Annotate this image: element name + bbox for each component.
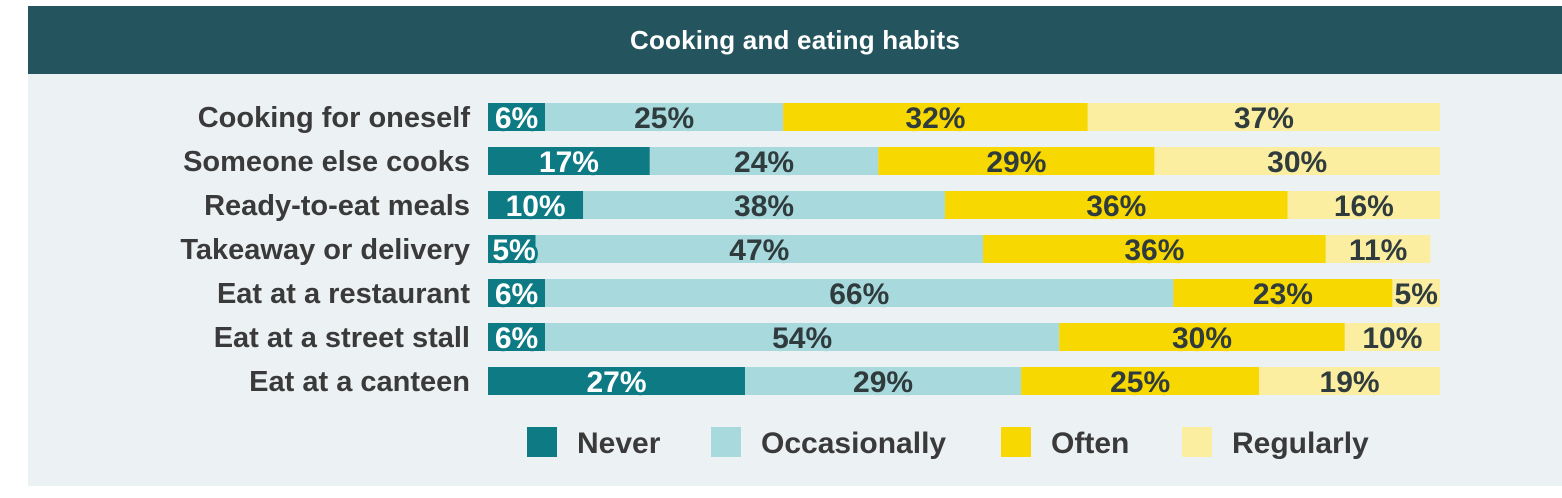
legend-swatch-regularly	[1182, 427, 1212, 457]
bar-ready-to-eat-meals-occasionally	[583, 191, 945, 219]
title-bar: Cooking and eating habits	[28, 6, 1562, 74]
legend-label-occasionally: Occasionally	[761, 427, 946, 460]
bar-cooking-for-oneself-regularly	[1087, 103, 1440, 131]
value-label-someone-else-cooks-regularly: 30%	[1267, 146, 1327, 179]
value-label-eat-at-a-restaurant-occasionally: 66%	[829, 278, 889, 311]
legend: Never Occasionally Often Regularly	[527, 427, 1369, 460]
value-label-eat-at-a-canteen-occasionally: 29%	[853, 366, 913, 399]
category-label-eat-at-a-restaurant: Eat at a restaurant	[217, 278, 470, 310]
bar-ready-to-eat-meals-never	[488, 191, 584, 219]
category-label-eat-at-a-street-stall: Eat at a street stall	[214, 322, 470, 354]
value-label-cooking-for-oneself-often: 32%	[905, 102, 965, 135]
bar-eat-at-a-canteen-never	[488, 367, 746, 395]
bar-ready-to-eat-meals-regularly	[1287, 191, 1440, 219]
bar-eat-at-a-restaurant-never	[488, 279, 546, 307]
value-label-someone-else-cooks-often: 29%	[986, 146, 1046, 179]
value-label-cooking-for-oneself-occasionally: 25%	[634, 102, 694, 135]
labels-layer: Cooking for oneself 6% 25% 32% 37% Someone el…	[180, 99, 1441, 402]
chart-title: Cooking and eating habits	[629, 24, 960, 55]
bar-eat-at-a-canteen-occasionally	[745, 367, 1022, 395]
bar-eat-at-a-canteen-regularly	[1259, 367, 1440, 395]
value-label-eat-at-a-street-stall-regularly: 10%	[1362, 322, 1422, 355]
category-label-eat-at-a-canteen: Eat at a canteen	[249, 366, 470, 398]
value-label-cooking-for-oneself-regularly: 37%	[1234, 102, 1294, 135]
bar-takeaway-or-delivery-regularly	[1325, 235, 1431, 263]
bar-takeaway-or-delivery-never	[488, 235, 536, 263]
value-label-cooking-for-oneself-never: 6%	[495, 102, 538, 135]
value-label-eat-at-a-street-stall-occasionally: 54%	[772, 322, 832, 355]
value-label-eat-at-a-canteen-never: 27%	[586, 366, 646, 399]
category-label-takeaway-or-delivery: Takeaway or delivery	[180, 234, 470, 266]
bar-eat-at-a-restaurant-occasionally	[545, 279, 1174, 307]
value-label-takeaway-or-delivery-never: 5%	[492, 234, 535, 267]
legend-label-regularly: Regularly	[1232, 427, 1369, 460]
value-label-ready-to-eat-meals-never: 10%	[506, 190, 566, 223]
value-label-eat-at-a-street-stall-never: 6%	[495, 322, 538, 355]
value-label-takeaway-or-delivery-regularly: 11%	[1349, 234, 1407, 267]
value-label-takeaway-or-delivery-occasionally: 47%	[729, 234, 789, 267]
category-label-ready-to-eat-meals: Ready-to-eat meals	[204, 190, 470, 222]
category-label-cooking-for-oneself: Cooking for oneself	[198, 102, 471, 134]
bar-eat-at-a-street-stall-often	[1059, 323, 1345, 351]
legend-swatch-never	[527, 427, 557, 457]
value-label-ready-to-eat-meals-occasionally: 38%	[734, 190, 794, 223]
value-label-eat-at-a-restaurant-regularly: 5%	[1395, 278, 1438, 311]
value-label-ready-to-eat-meals-often: 36%	[1086, 190, 1146, 223]
bar-eat-at-a-street-stall-regularly	[1344, 323, 1440, 351]
bar-takeaway-or-delivery-occasionally	[535, 235, 984, 263]
bar-takeaway-or-delivery-often	[983, 235, 1326, 263]
bar-someone-else-cooks-occasionally	[649, 147, 879, 175]
bar-eat-at-a-restaurant-regularly	[1392, 279, 1440, 307]
category-label-someone-else-cooks: Someone else cooks	[183, 146, 470, 178]
value-label-ready-to-eat-meals-regularly: 16%	[1334, 190, 1394, 223]
value-label-eat-at-a-canteen-regularly: 19%	[1320, 366, 1380, 399]
value-label-eat-at-a-street-stall-often: 30%	[1172, 322, 1232, 355]
bar-eat-at-a-street-stall-occasionally	[545, 323, 1060, 351]
value-label-someone-else-cooks-never: 17%	[539, 146, 599, 179]
value-label-someone-else-cooks-occasionally: 24%	[734, 146, 794, 179]
value-label-eat-at-a-restaurant-never: 6%	[495, 278, 538, 311]
value-label-eat-at-a-canteen-often: 25%	[1110, 366, 1170, 399]
value-label-takeaway-or-delivery-often: 36%	[1124, 234, 1184, 267]
bar-cooking-for-oneself-never	[488, 103, 546, 131]
bar-eat-at-a-street-stall-never	[488, 323, 546, 351]
bar-ready-to-eat-meals-often	[944, 191, 1288, 219]
legend-label-never: Never	[577, 427, 661, 460]
bars-layer	[488, 103, 1440, 395]
legend-swatch-occasionally	[711, 427, 741, 457]
bar-someone-else-cooks-often	[878, 147, 1155, 175]
bar-eat-at-a-canteen-often	[1021, 367, 1260, 395]
value-label-eat-at-a-restaurant-often: 23%	[1253, 278, 1313, 311]
bar-someone-else-cooks-regularly	[1154, 147, 1440, 175]
bar-someone-else-cooks-never	[488, 147, 650, 175]
legend-swatch-often	[1001, 427, 1031, 457]
bar-cooking-for-oneself-often	[783, 103, 1088, 131]
bar-cooking-for-oneself-occasionally	[545, 103, 784, 131]
legend-label-often: Often	[1051, 427, 1129, 460]
bar-eat-at-a-restaurant-often	[1173, 279, 1393, 307]
